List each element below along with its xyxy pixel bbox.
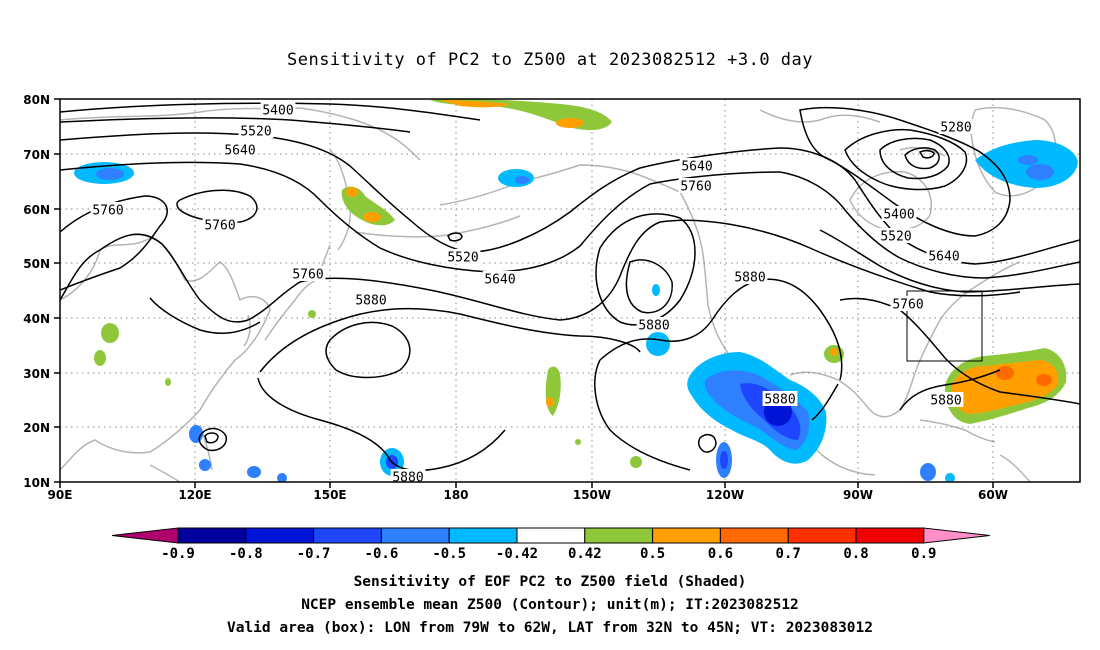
contour-label: 5280 <box>940 121 971 136</box>
colorbar-label: -0.9 <box>161 546 195 562</box>
caption-line-2: NCEP ensemble mean Z500 (Contour); unit(… <box>301 597 799 613</box>
colorbar-label: 0.7 <box>776 546 801 562</box>
lon-label-120e: 120E <box>178 488 211 502</box>
contour-label-bg <box>445 249 481 264</box>
latitude-labels: 80N 70N 60N 50N 40N 30N 20N 10N <box>23 93 50 490</box>
colorbar-swatch <box>652 527 721 544</box>
lat-label-80n: 80N <box>23 93 50 107</box>
lon-label-120w: 120W <box>706 488 744 502</box>
contour-label: 5760 <box>680 180 711 195</box>
colorbar-swatch <box>177 527 247 544</box>
contour-label: 5640 <box>681 160 712 175</box>
lon-label-180: 180 <box>443 488 468 502</box>
lon-label-60w: 60W <box>978 488 1008 502</box>
contour-label-bg <box>732 269 768 284</box>
colorbar: -0.9 -0.8 -0.7 -0.6 -0.5 -0.42 0.42 0.5 0.6 0.7 0.… <box>111 527 990 562</box>
colorbar-swatch <box>584 527 654 544</box>
contour-label-bg <box>353 292 389 307</box>
caption-line-3: Valid area (box): LON from 79W to 62W, L… <box>226 620 873 636</box>
colorbar-arrow-high <box>923 527 990 544</box>
colorbar-swatch <box>855 527 925 544</box>
colorbar-label: -0.6 <box>365 546 399 562</box>
plot-frame <box>59 98 1081 483</box>
contour-label-bg <box>260 102 296 117</box>
axis-ticks <box>54 98 994 488</box>
contour-label-bg <box>938 119 974 134</box>
colorbar-swatch <box>448 527 518 544</box>
contour-label-bg <box>926 248 962 263</box>
lon-label-90e: 90E <box>48 488 73 502</box>
shaded-sensitivity <box>74 99 1078 482</box>
colorbar-label: -0.8 <box>229 546 263 562</box>
contour-label: 5760 <box>204 219 235 234</box>
contour-label-bg <box>881 206 917 221</box>
colorbar-label: -0.7 <box>297 546 331 562</box>
lat-label-30n: 30N <box>23 367 50 381</box>
lat-label-50n: 50N <box>23 257 50 271</box>
colorbar-label: 0.5 <box>640 546 665 562</box>
colorbar-label: -0.5 <box>432 546 466 562</box>
contour-label-bg <box>636 317 672 332</box>
contour-label-bg <box>390 469 426 484</box>
colorbar-label: 0.42 <box>568 546 602 562</box>
contour-label: 5400 <box>883 208 914 223</box>
contour-label-bg <box>482 271 518 286</box>
colorbar-label: 0.6 <box>708 546 733 562</box>
lat-label-70n: 70N <box>23 148 50 162</box>
caption-line-1: Sensitivity of EOF PC2 to Z500 field (Sh… <box>353 574 747 590</box>
contour-label: 5520 <box>447 251 478 266</box>
contour-label: 5520 <box>880 230 911 245</box>
lat-label-40n: 40N <box>23 312 50 326</box>
contour-label: 5640 <box>484 273 515 288</box>
lon-label-150e: 150E <box>313 488 346 502</box>
contour-label: 5760 <box>292 268 323 283</box>
colorbar-swatch <box>380 527 450 544</box>
contour-label: 5640 <box>224 144 255 159</box>
contour-label: 5880 <box>930 394 961 409</box>
contour-labels: 5400 5520 5640 5760 5760 5280 5640 5760 5400 5520… <box>90 102 974 486</box>
contour-label: 5760 <box>92 204 123 219</box>
colorbar-swatch <box>313 527 382 544</box>
lon-label-150w: 150W <box>573 488 611 502</box>
contour-label-bg <box>238 123 274 138</box>
colorbar-arrow-low <box>111 527 179 544</box>
contour-label-bg <box>679 158 715 173</box>
contour-label: 5880 <box>392 471 423 486</box>
contour-label-bg <box>762 391 798 406</box>
contour-label-bg <box>890 296 926 311</box>
longitude-labels: 90E 120E 150E 180 150W 120W 90W 60W <box>48 488 1008 502</box>
colorbar-label: 0.8 <box>843 546 868 562</box>
contour-label: 5880 <box>764 393 795 408</box>
colorbar-swatch <box>245 527 315 544</box>
contour-label: 5880 <box>734 271 765 286</box>
colorbar-label: 0.9 <box>911 546 936 562</box>
lat-label-10n: 10N <box>23 476 50 490</box>
lat-label-20n: 20N <box>23 421 50 435</box>
contour-label: 5520 <box>240 125 271 140</box>
contour-label: 5400 <box>262 104 293 119</box>
contour-label-bg <box>90 202 126 217</box>
contour-label-bg <box>928 392 964 407</box>
valid-area-box <box>906 290 983 362</box>
contour-label: 5760 <box>892 298 923 313</box>
contour-label-bg <box>222 142 258 157</box>
contour-label-bg <box>202 217 238 232</box>
lon-label-90w: 90W <box>843 488 873 502</box>
contour-label: 5880 <box>355 294 386 309</box>
contour-label: 5880 <box>638 319 669 334</box>
contour-label-bg <box>678 178 714 193</box>
page-title: Sensitivity of PC2 to Z500 at 2023082512… <box>286 50 813 70</box>
colorbar-swatch <box>719 527 789 544</box>
colorbar-swatch <box>516 527 586 544</box>
colorbar-label: -0.42 <box>496 546 538 562</box>
contour-label: 5640 <box>928 250 959 265</box>
lat-label-60n: 60N <box>23 203 50 217</box>
colorbar-swatch <box>787 527 857 544</box>
contour-label-bg <box>290 266 326 281</box>
contour-label-bg <box>878 228 914 243</box>
